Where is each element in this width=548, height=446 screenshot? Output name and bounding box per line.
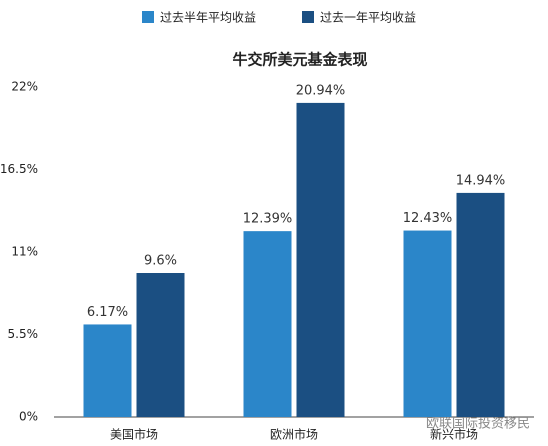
y-tick-label: 22% — [11, 80, 38, 94]
x-tick-label: 欧洲市场 — [270, 427, 318, 442]
x-tick-label: 美国市场 — [110, 427, 158, 442]
y-tick-label: 0% — [19, 410, 38, 424]
bar — [296, 102, 345, 418]
value-label: 12.39% — [243, 212, 293, 227]
bar — [243, 231, 292, 417]
value-label: 6.17% — [87, 305, 128, 320]
x-tick-label: 新兴市场 — [430, 427, 478, 442]
value-label: 14.94% — [456, 173, 506, 188]
legend-label: 过去半年平均收益 — [160, 11, 256, 25]
legend-swatch — [302, 11, 314, 23]
y-tick-label: 5.5% — [8, 327, 39, 341]
y-tick-label: 16.5% — [0, 162, 38, 176]
value-label: 9.6% — [144, 254, 177, 269]
bar — [403, 230, 452, 417]
y-tick-label: 11% — [11, 245, 38, 259]
chart-title: 牛交所美元基金表现 — [232, 51, 367, 69]
value-label: 12.43% — [403, 211, 453, 226]
bar — [456, 192, 505, 417]
bar — [83, 324, 132, 417]
watermark: 欧联国际投资移民 — [426, 416, 530, 432]
legend-label: 过去一年平均收益 — [320, 11, 416, 25]
bar — [136, 273, 185, 417]
value-label: 20.94% — [296, 83, 346, 98]
legend-swatch — [142, 11, 154, 23]
